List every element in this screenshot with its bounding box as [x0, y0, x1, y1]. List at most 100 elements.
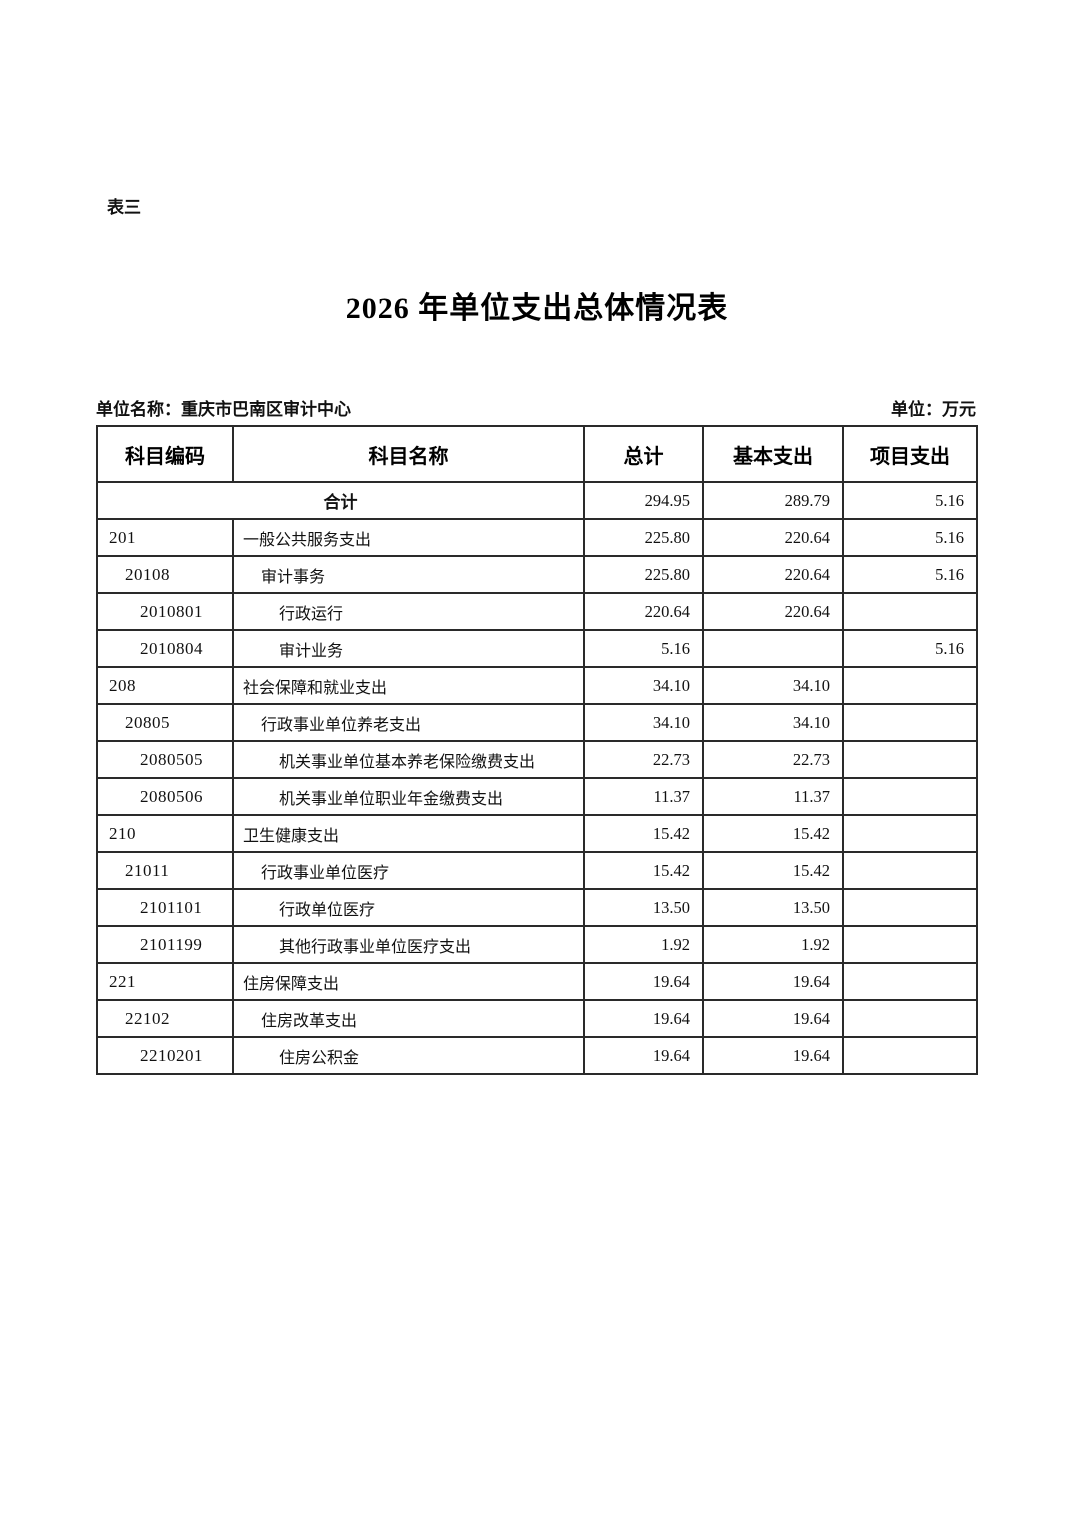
project-expenditure-cell	[842, 777, 978, 816]
subject-name-cell: 行政事业单位医疗	[232, 851, 585, 890]
subject-code-cell: 2010804	[96, 629, 234, 668]
basic-expenditure-cell: 11.37	[702, 777, 844, 816]
project-expenditure-cell: 5.16	[842, 629, 978, 668]
total-cell: 220.64	[583, 592, 704, 631]
total-cell: 225.80	[583, 518, 704, 557]
subject-code-cell: 21011	[96, 851, 234, 890]
table-row: 2101199 其他行政事业单位医疗支出 1.92 1.92	[96, 925, 978, 964]
project-expenditure-cell	[842, 925, 978, 964]
total-cell: 1.92	[583, 925, 704, 964]
total-cell: 294.95	[583, 481, 704, 520]
header-total: 总计	[583, 425, 704, 483]
subject-code-cell: 210	[96, 814, 234, 853]
table-row: 21011 行政事业单位医疗 15.42 15.42	[96, 851, 978, 890]
unit-name-label: 单位名称：重庆市巴南区审计中心	[96, 400, 351, 419]
basic-expenditure-cell: 19.64	[702, 1036, 844, 1075]
basic-expenditure-cell: 34.10	[702, 703, 844, 742]
basic-expenditure-cell: 34.10	[702, 666, 844, 705]
table-meta-row: 单位名称：重庆市巴南区审计中心 单位：万元	[96, 395, 976, 420]
subject-name-cell: 审计事务	[232, 555, 585, 594]
header-project-expenditure: 项目支出	[842, 425, 978, 483]
table-number-label: 表三	[107, 198, 141, 217]
subject-code-cell: 2101101	[96, 888, 234, 927]
project-expenditure-cell	[842, 740, 978, 779]
basic-expenditure-cell: 220.64	[702, 555, 844, 594]
project-expenditure-cell	[842, 703, 978, 742]
total-cell: 15.42	[583, 814, 704, 853]
project-expenditure-cell	[842, 666, 978, 705]
basic-expenditure-cell: 220.64	[702, 592, 844, 631]
subject-name-cell: 住房保障支出	[232, 962, 585, 1001]
project-expenditure-cell	[842, 1036, 978, 1075]
subject-code-cell: 22102	[96, 999, 234, 1038]
project-expenditure-cell	[842, 814, 978, 853]
basic-expenditure-cell	[702, 629, 844, 668]
header-subject-code: 科目编码	[96, 425, 234, 483]
project-expenditure-cell	[842, 851, 978, 890]
total-cell: 19.64	[583, 1036, 704, 1075]
subject-code-cell: 2210201	[96, 1036, 234, 1075]
table-row: 2080505 机关事业单位基本养老保险缴费支出 22.73 22.73	[96, 740, 978, 779]
total-cell: 5.16	[583, 629, 704, 668]
table-row: 2080506 机关事业单位职业年金缴费支出 11.37 11.37	[96, 777, 978, 816]
subject-name-cell: 卫生健康支出	[232, 814, 585, 853]
subject-code-cell: 2010801	[96, 592, 234, 631]
subject-name-cell: 其他行政事业单位医疗支出	[232, 925, 585, 964]
basic-expenditure-cell: 289.79	[702, 481, 844, 520]
header-basic-expenditure: 基本支出	[702, 425, 844, 483]
table-row: 20805 行政事业单位养老支出 34.10 34.10	[96, 703, 978, 742]
basic-expenditure-cell: 15.42	[702, 814, 844, 853]
total-cell: 22.73	[583, 740, 704, 779]
table-body: 合计 294.95 289.79 5.16 201 一般公共服务支出 225.80 220.6…	[96, 481, 978, 1075]
table-header: 科目编码 科目名称 总计 基本支出 项目支出	[96, 425, 978, 483]
basic-expenditure-cell: 19.64	[702, 999, 844, 1038]
header-subject-name: 科目名称	[232, 425, 585, 483]
subject-code-cell: 221	[96, 962, 234, 1001]
basic-expenditure-cell: 15.42	[702, 851, 844, 890]
subject-name-cell: 住房改革支出	[232, 999, 585, 1038]
subject-name-cell: 行政事业单位养老支出	[232, 703, 585, 742]
project-expenditure-cell: 5.16	[842, 555, 978, 594]
subject-name-cell: 社会保障和就业支出	[232, 666, 585, 705]
project-expenditure-cell	[842, 999, 978, 1038]
basic-expenditure-cell: 19.64	[702, 962, 844, 1001]
total-cell: 11.37	[583, 777, 704, 816]
subject-code-cell: 20108	[96, 555, 234, 594]
total-cell: 34.10	[583, 703, 704, 742]
table-row: 210 卫生健康支出 15.42 15.42	[96, 814, 978, 853]
subject-name-cell: 一般公共服务支出	[232, 518, 585, 557]
table-row: 2010804 审计业务 5.16 5.16	[96, 629, 978, 668]
total-cell: 34.10	[583, 666, 704, 705]
subject-code-cell: 2080505	[96, 740, 234, 779]
total-cell: 19.64	[583, 962, 704, 1001]
subject-code-cell: 2080506	[96, 777, 234, 816]
subject-code-cell: 20805	[96, 703, 234, 742]
project-expenditure-cell	[842, 962, 978, 1001]
table-row: 201 一般公共服务支出 225.80 220.64 5.16	[96, 518, 978, 557]
total-cell: 15.42	[583, 851, 704, 890]
table-row: 221 住房保障支出 19.64 19.64	[96, 962, 978, 1001]
basic-expenditure-cell: 13.50	[702, 888, 844, 927]
basic-expenditure-cell: 22.73	[702, 740, 844, 779]
project-expenditure-cell: 5.16	[842, 481, 978, 520]
page-title: 2026 年单位支出总体情况表	[345, 292, 729, 325]
basic-expenditure-cell: 220.64	[702, 518, 844, 557]
subject-name-cell: 审计业务	[232, 629, 585, 668]
project-expenditure-cell	[842, 592, 978, 631]
table-row: 22102 住房改革支出 19.64 19.64	[96, 999, 978, 1038]
subject-name-cell: 行政运行	[232, 592, 585, 631]
expenditure-table: 科目编码 科目名称 总计 基本支出 项目支出 合计 294.95 289.79 5.1…	[96, 425, 978, 1075]
unit-of-measure-label: 单位：万元	[891, 400, 976, 419]
subject-code-cell: 201	[96, 518, 234, 557]
project-expenditure-cell	[842, 888, 978, 927]
total-cell: 225.80	[583, 555, 704, 594]
project-expenditure-cell: 5.16	[842, 518, 978, 557]
subject-name-cell: 住房公积金	[232, 1036, 585, 1075]
total-cell: 13.50	[583, 888, 704, 927]
header-row: 科目编码 科目名称 总计 基本支出 项目支出	[96, 425, 978, 483]
table-row: 20108 审计事务 225.80 220.64 5.16	[96, 555, 978, 594]
subject-code-cell: 2101199	[96, 925, 234, 964]
basic-expenditure-cell: 1.92	[702, 925, 844, 964]
subject-name-cell: 行政单位医疗	[232, 888, 585, 927]
